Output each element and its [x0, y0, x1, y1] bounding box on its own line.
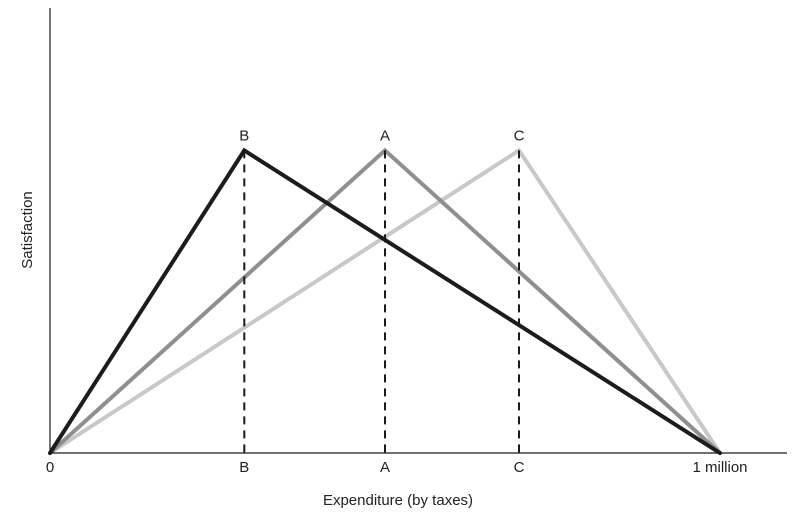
x-tick-labels: 0 B A C 1 million — [46, 459, 748, 476]
peak-label-c: C — [514, 127, 525, 144]
x-tick-label-1: B — [239, 459, 249, 476]
x-tick-label-3: C — [514, 459, 525, 476]
y-axis-title: Satisfaction — [19, 191, 36, 269]
peak-guide-layer — [243, 150, 520, 453]
x-tick-label-2: A — [380, 459, 390, 476]
peak-label-b: B — [239, 127, 249, 144]
x-tick-label-0: 0 — [46, 459, 54, 476]
peak-label-a: A — [380, 127, 390, 144]
x-tick-label-4: 1 million — [692, 459, 747, 476]
x-axis-title: Expenditure (by taxes) — [323, 492, 473, 509]
